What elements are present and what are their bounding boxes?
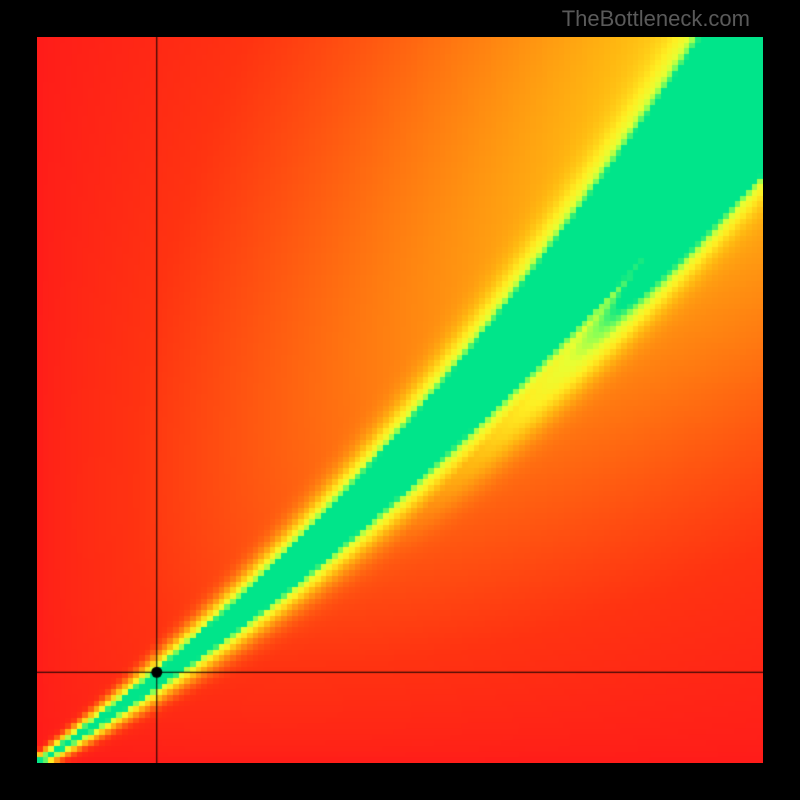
heatmap-plot — [37, 37, 763, 763]
heatmap-canvas — [37, 37, 763, 763]
watermark-text: TheBottleneck.com — [562, 6, 750, 32]
